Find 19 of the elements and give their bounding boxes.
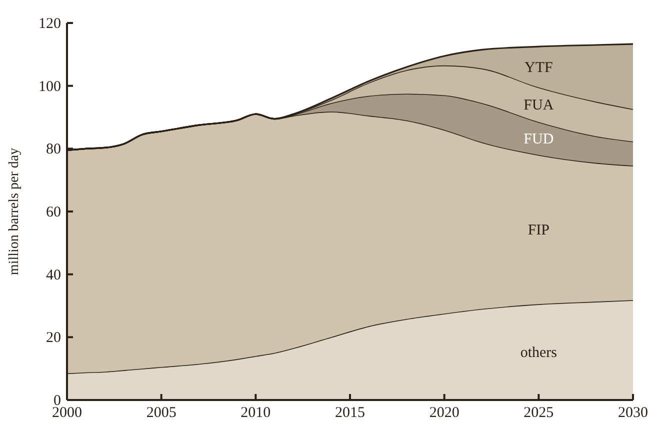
series-label: others [520,345,558,362]
y-axis-title: million barrels per day [7,148,22,276]
x-tick-label: 2030 [618,405,648,421]
x-tick-label: 2010 [240,405,271,421]
series-label: YTF [524,60,553,76]
y-tick-label: 20 [46,330,61,346]
series-label: FIP [528,222,550,239]
y-tick-label: 100 [38,78,61,95]
x-tick-label: 2025 [524,405,554,421]
y-tick-label: 40 [46,267,61,284]
y-tick-label: 60 [46,204,61,220]
x-tick-label: 2015 [335,405,365,421]
y-tick-label: 120 [38,16,61,32]
y-tick-label: 80 [46,142,61,158]
series-label: FUA [524,98,554,114]
series-label: FUD [524,131,554,148]
x-tick-label: 2005 [146,405,176,421]
x-tick-label: 2000 [52,405,82,421]
x-tick-label: 2020 [429,405,460,421]
